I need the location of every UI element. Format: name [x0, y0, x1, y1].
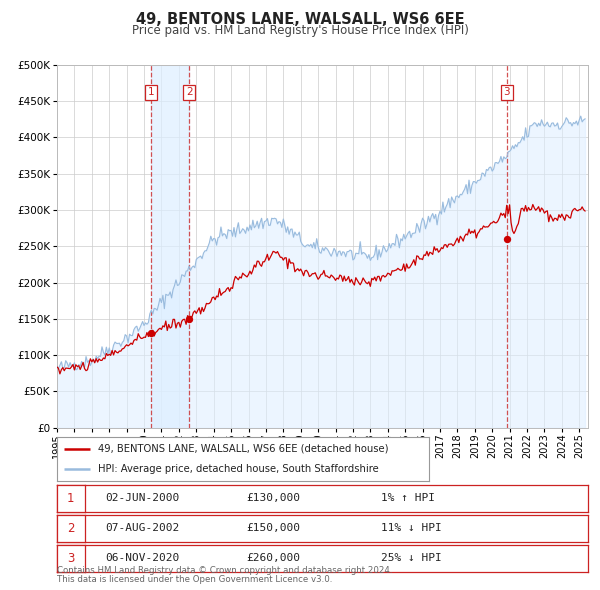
Text: 1: 1: [148, 87, 155, 97]
Text: 06-NOV-2020: 06-NOV-2020: [105, 553, 179, 563]
Text: 2: 2: [186, 87, 193, 97]
Text: 1% ↑ HPI: 1% ↑ HPI: [381, 493, 435, 503]
Text: 3: 3: [67, 552, 74, 565]
Text: £150,000: £150,000: [246, 523, 300, 533]
Text: This data is licensed under the Open Government Licence v3.0.: This data is licensed under the Open Gov…: [57, 575, 332, 584]
Text: £260,000: £260,000: [246, 553, 300, 563]
Text: £130,000: £130,000: [246, 493, 300, 503]
Bar: [151, 65, 189, 428]
Text: 02-JUN-2000: 02-JUN-2000: [105, 493, 179, 503]
Text: Price paid vs. HM Land Registry's House Price Index (HPI): Price paid vs. HM Land Registry's House …: [131, 24, 469, 37]
Point: [502, 234, 512, 244]
Text: 1: 1: [67, 491, 74, 505]
Text: 11% ↓ HPI: 11% ↓ HPI: [381, 523, 442, 533]
Point: [184, 314, 194, 323]
Text: 07-AUG-2002: 07-AUG-2002: [105, 523, 179, 533]
Text: 49, BENTONS LANE, WALSALL, WS6 6EE (detached house): 49, BENTONS LANE, WALSALL, WS6 6EE (deta…: [98, 444, 388, 454]
Text: 2: 2: [67, 522, 74, 535]
Text: 25% ↓ HPI: 25% ↓ HPI: [381, 553, 442, 563]
Text: 3: 3: [503, 87, 510, 97]
Point: [146, 329, 156, 338]
Text: HPI: Average price, detached house, South Staffordshire: HPI: Average price, detached house, Sout…: [98, 464, 379, 474]
Text: 49, BENTONS LANE, WALSALL, WS6 6EE: 49, BENTONS LANE, WALSALL, WS6 6EE: [136, 12, 464, 27]
Text: Contains HM Land Registry data © Crown copyright and database right 2024.: Contains HM Land Registry data © Crown c…: [57, 566, 392, 575]
